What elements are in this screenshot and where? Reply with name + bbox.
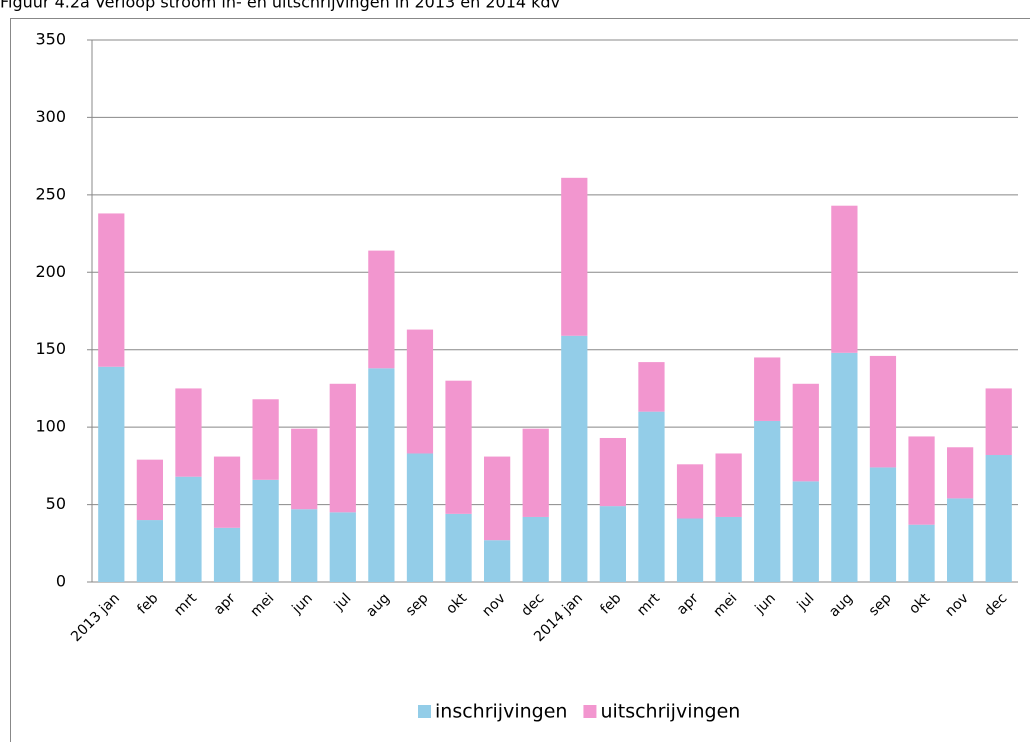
bar-segment [754,420,781,582]
x-tick-label: dec [981,590,1010,619]
x-tick-label: jul [794,590,818,614]
y-tick-label: 0 [56,572,66,591]
bar-segment [792,481,819,582]
x-tick-label: mrt [634,590,663,619]
y-tick-label: 200 [35,262,66,281]
x-tick-label: feb [134,590,161,617]
chart-frame [10,18,1030,742]
y-tick-label: 50 [46,494,66,513]
x-tick-label: mei [710,590,740,620]
bar-segment [676,518,704,582]
x-tick-label: jun [289,590,316,617]
x-tick-label: apr [674,590,702,618]
x-tick-label: okt [443,590,470,617]
bar-segment [368,368,395,582]
x-tick-label: mei [247,590,277,620]
bar-segment [213,456,241,528]
bar-segment [985,388,1012,456]
bar-segment [908,436,935,525]
bar-segment [754,357,781,421]
bar-segment [561,335,588,582]
bar-segment [291,509,318,582]
bar-segment [406,329,434,454]
bar-segment [831,352,858,582]
bar-segment [98,366,125,582]
bar-segment [445,513,472,582]
bar-segment [329,383,356,513]
bar-segment [522,516,549,582]
x-tick-label: aug [826,590,856,620]
bar-segment [561,177,588,336]
y-tick-label: 250 [35,184,66,203]
x-tick-label: nov [942,590,972,620]
bar-segment [715,453,742,517]
bar-segment [638,362,665,412]
bar-segment [831,205,858,353]
x-tick-label: jul [331,590,355,614]
bar-segment [869,355,897,468]
bar-segment [175,388,202,477]
bar-segment [175,476,202,582]
y-tick-label: 150 [35,339,66,358]
y-tick-label: 350 [35,30,66,49]
x-tick-label: 2013 jan [68,590,123,645]
bar-segment [368,250,395,369]
bar-segment [484,456,511,541]
bar-segment [329,512,356,582]
x-tick-label: jun [752,590,779,617]
bar-segment [599,437,626,507]
bar-segment [947,498,974,582]
x-tick-label: sep [866,590,895,619]
legend-label: uitschrijvingen [600,701,740,723]
bar-segment [484,540,511,582]
bar-segment [638,411,665,582]
bar-segment [985,455,1012,582]
bar-segment [98,213,125,367]
x-tick-label: dec [518,590,547,619]
bar-segment [869,467,897,582]
x-tick-label: feb [597,590,624,617]
y-tick-label: 100 [35,417,66,436]
bar-segment [252,399,279,480]
bar-segment [715,516,742,582]
bar-segment [213,527,241,582]
legend-swatch [583,705,597,718]
bar-segment [136,520,163,582]
bar-segment [406,453,434,582]
bar-segment [792,383,819,482]
x-tick-label: sep [403,590,432,619]
bar-segment [908,524,935,582]
x-tick-label: aug [363,590,393,620]
bar-segment [522,428,549,517]
bar-segment [291,428,318,510]
y-tick-label: 300 [35,107,66,126]
bar-segment [136,459,163,521]
bar-segment [252,479,279,582]
legend-label: inschrijvingen [435,701,567,723]
chart-title: Figuur 4.2a Verloop stroom in- en uitsch… [0,0,560,12]
x-tick-label: okt [906,590,933,617]
x-tick-label: mrt [171,590,200,619]
legend-swatch [418,705,431,718]
bar-segment [599,506,626,582]
bar-segment [947,447,974,499]
x-tick-label: apr [211,590,239,618]
bar-segment [445,380,472,514]
x-tick-label: nov [479,590,509,620]
bar-segment [676,464,704,519]
